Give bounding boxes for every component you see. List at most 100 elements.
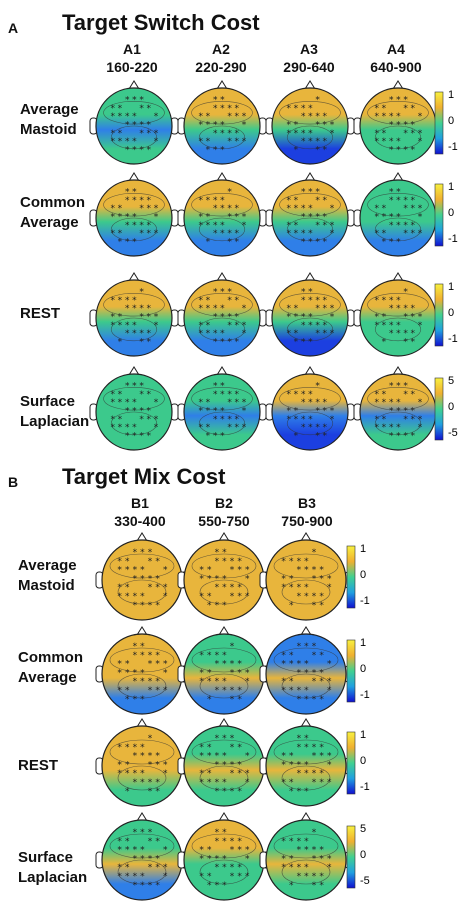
svg-text:*: * bbox=[286, 121, 291, 131]
svg-text:*: * bbox=[163, 592, 168, 602]
svg-text:*: * bbox=[301, 238, 306, 248]
topoplot-a2-row4: * ** * * ** * * * ** * * * ** * * ** * * * ** * * bbox=[177, 366, 267, 451]
svg-text:*: * bbox=[227, 415, 232, 425]
svg-text:*: * bbox=[418, 398, 423, 408]
svg-text:*: * bbox=[139, 204, 144, 214]
colorbar-tick-max: 5 bbox=[448, 375, 454, 387]
svg-text:*: * bbox=[281, 651, 286, 661]
svg-text:*: * bbox=[132, 187, 137, 197]
svg-text:*: * bbox=[245, 872, 250, 882]
svg-text:*: * bbox=[222, 837, 227, 847]
svg-text:*: * bbox=[110, 296, 115, 306]
svg-text:*: * bbox=[304, 734, 309, 744]
svg-text:*: * bbox=[382, 321, 387, 331]
svg-text:*: * bbox=[155, 778, 160, 788]
svg-text:*: * bbox=[330, 129, 335, 139]
svg-text:*: * bbox=[117, 872, 122, 882]
svg-text:*: * bbox=[245, 592, 250, 602]
svg-text:*: * bbox=[140, 548, 145, 558]
svg-text:*: * bbox=[289, 787, 294, 797]
svg-text:*: * bbox=[148, 686, 153, 696]
svg-text:*: * bbox=[286, 407, 291, 417]
svg-text:*: * bbox=[220, 204, 225, 214]
topoplot-a2-row2: ** * * ** * * ** * * * ** * * * ** * * ** * * bbox=[177, 172, 267, 257]
svg-text:*: * bbox=[220, 432, 225, 442]
svg-text:*: * bbox=[118, 104, 123, 114]
svg-text:*: * bbox=[148, 881, 153, 891]
svg-text:*: * bbox=[110, 104, 115, 114]
svg-text:*: * bbox=[139, 95, 144, 105]
svg-text:*: * bbox=[125, 238, 130, 248]
svg-text:*: * bbox=[132, 407, 137, 417]
svg-text:*: * bbox=[411, 204, 416, 214]
svg-text:*: * bbox=[213, 304, 218, 314]
svg-text:*: * bbox=[132, 329, 137, 339]
colorbar-tick-mid: 0 bbox=[448, 307, 454, 319]
svg-text:*: * bbox=[330, 329, 335, 339]
svg-text:*: * bbox=[230, 592, 235, 602]
svg-text:*: * bbox=[155, 557, 160, 567]
svg-text:*: * bbox=[297, 557, 302, 567]
topoplot-b3-row3: * ** * * ** * * * ** * * * ** * * ** * * * ** * * bbox=[259, 718, 353, 807]
svg-text:*: * bbox=[245, 752, 250, 762]
topoplot-a3-row1: ** * * ** * * ** * * * ** * * * ** * * ** * * bbox=[265, 80, 355, 165]
svg-text:*: * bbox=[133, 651, 138, 661]
svg-text:*: * bbox=[396, 321, 401, 331]
svg-text:*: * bbox=[286, 390, 291, 400]
svg-text:*: * bbox=[139, 221, 144, 231]
svg-text:*: * bbox=[227, 213, 232, 223]
svg-text:*: * bbox=[289, 881, 294, 891]
svg-text:*: * bbox=[213, 121, 218, 131]
svg-text:*: * bbox=[418, 137, 423, 147]
svg-text:*: * bbox=[198, 329, 203, 339]
svg-text:*: * bbox=[199, 752, 204, 762]
svg-text:*: * bbox=[289, 778, 294, 788]
svg-text:*: * bbox=[132, 146, 137, 156]
svg-text:*: * bbox=[403, 415, 408, 425]
svg-text:*: * bbox=[389, 213, 394, 223]
svg-text:*: * bbox=[315, 196, 320, 206]
svg-text:*: * bbox=[301, 415, 306, 425]
svg-text:*: * bbox=[206, 221, 211, 231]
svg-text:*: * bbox=[418, 321, 423, 331]
svg-text:*: * bbox=[139, 432, 144, 442]
svg-text:*: * bbox=[245, 846, 250, 856]
svg-text:*: * bbox=[139, 104, 144, 114]
svg-text:*: * bbox=[155, 752, 160, 762]
svg-text:*: * bbox=[163, 769, 168, 779]
svg-text:*: * bbox=[222, 787, 227, 797]
svg-text:*: * bbox=[213, 407, 218, 417]
svg-text:*: * bbox=[227, 229, 232, 239]
svg-text:*: * bbox=[230, 583, 235, 593]
svg-text:*: * bbox=[140, 695, 145, 705]
svg-text:*: * bbox=[319, 752, 324, 762]
svg-text:*: * bbox=[140, 752, 145, 762]
svg-text:*: * bbox=[297, 566, 302, 576]
svg-text:*: * bbox=[207, 769, 212, 779]
svg-text:*: * bbox=[286, 304, 291, 314]
svg-text:*: * bbox=[315, 121, 320, 131]
svg-text:*: * bbox=[118, 129, 123, 139]
svg-text:*: * bbox=[237, 583, 242, 593]
svg-text:*: * bbox=[315, 407, 320, 417]
svg-text:*: * bbox=[133, 677, 138, 687]
svg-text:*: * bbox=[315, 146, 320, 156]
svg-text:*: * bbox=[155, 881, 160, 891]
svg-text:*: * bbox=[110, 112, 115, 122]
col-header-b2: B2 550-750 bbox=[198, 495, 250, 529]
svg-text:*: * bbox=[312, 881, 317, 891]
svg-text:*: * bbox=[220, 229, 225, 239]
svg-text:*: * bbox=[215, 601, 220, 611]
svg-text:*: * bbox=[294, 304, 299, 314]
colorbar-tick-mid: 0 bbox=[360, 569, 366, 581]
svg-text:*: * bbox=[230, 734, 235, 744]
svg-text:*: * bbox=[382, 398, 387, 408]
svg-text:*: * bbox=[235, 112, 240, 122]
svg-text:*: * bbox=[230, 846, 235, 856]
svg-text:*: * bbox=[147, 304, 152, 314]
svg-text:*: * bbox=[330, 313, 335, 323]
svg-text:*: * bbox=[281, 583, 286, 593]
svg-text:*: * bbox=[297, 837, 302, 847]
svg-text:*: * bbox=[294, 204, 299, 214]
svg-text:*: * bbox=[304, 743, 309, 753]
